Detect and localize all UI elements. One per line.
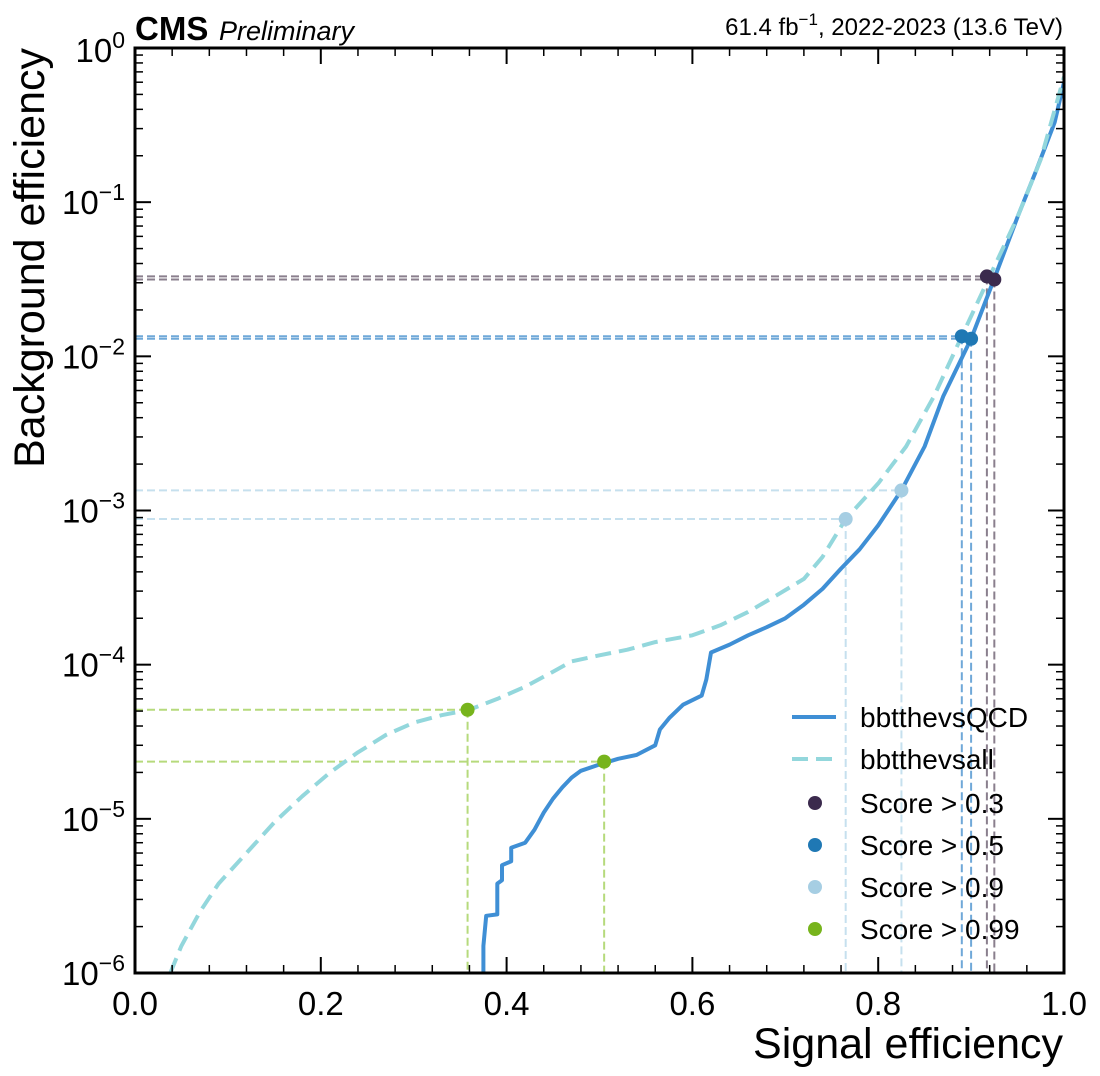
x-tick-label: 0.2 bbox=[298, 985, 344, 1022]
legend-marker bbox=[808, 880, 822, 894]
series-layer bbox=[168, 76, 1064, 973]
legend-label: Score > 0.9 bbox=[860, 872, 1004, 903]
lumi-label: 61.4 fb−1, 2022-2023 (13.6 TeV) bbox=[725, 10, 1063, 41]
y-tick-label-exponent: −4 bbox=[99, 642, 125, 668]
x-tick-label: 0.8 bbox=[855, 985, 901, 1022]
lumi-exponent: −1 bbox=[799, 10, 818, 29]
series-line-bbtthevsQCD bbox=[481, 81, 1064, 973]
y-tick-label-exponent: −1 bbox=[99, 179, 125, 205]
status-label: Preliminary bbox=[219, 16, 356, 46]
x-tick-label: 0.6 bbox=[669, 985, 715, 1022]
y-tick-label-exponent: −2 bbox=[99, 333, 125, 359]
y-tick-label: 10−1 bbox=[62, 179, 125, 221]
y-tick-label: 10−2 bbox=[62, 333, 125, 375]
x-tick-label: 1.0 bbox=[1041, 985, 1087, 1022]
y-tick-label-exponent: −5 bbox=[99, 796, 125, 822]
x-tick-label: 0.0 bbox=[112, 985, 158, 1022]
y-tick-label: 10−5 bbox=[62, 796, 125, 838]
legend-label: Score > 0.3 bbox=[860, 788, 1004, 819]
working-point-marker bbox=[597, 754, 612, 769]
series-line-bbtthevsall bbox=[168, 76, 1064, 973]
axis-tick-labels: 0.0 0.2 0.4 0.6 0.8 1.010−610−510−410−310−210… bbox=[62, 27, 1087, 1022]
y-tick-label-base: 10 bbox=[62, 493, 99, 530]
y-tick-label: 10−6 bbox=[62, 950, 125, 992]
y-tick-label-base: 10 bbox=[62, 647, 99, 684]
working-point-marker bbox=[894, 483, 909, 498]
x-tick-label: 0.4 bbox=[484, 985, 530, 1022]
lumi-value: 61.4 fb bbox=[725, 14, 798, 41]
y-tick-label-base: 10 bbox=[62, 801, 99, 838]
y-tick-label: 100 bbox=[75, 27, 125, 69]
y-tick-label: 10−3 bbox=[62, 488, 125, 530]
y-tick-label-base: 10 bbox=[75, 32, 112, 69]
legend-marker bbox=[808, 922, 822, 936]
legend-label: bbtthevsall bbox=[860, 744, 994, 775]
y-tick-label-base: 10 bbox=[62, 955, 99, 992]
lumi-rest: , 2022-2023 (13.6 TeV) bbox=[818, 14, 1063, 41]
y-tick-label-base: 10 bbox=[62, 184, 99, 221]
plot-frame bbox=[133, 46, 1066, 975]
y-tick-label-exponent: 0 bbox=[112, 27, 125, 53]
y-tick-label-base: 10 bbox=[62, 338, 99, 375]
legend-marker bbox=[808, 796, 822, 810]
working-point-markers bbox=[460, 269, 1002, 769]
working-point-marker bbox=[987, 272, 1002, 287]
working-point-marker bbox=[460, 702, 475, 717]
experiment-label: CMS bbox=[135, 10, 208, 47]
y-tick-label-exponent: −3 bbox=[99, 488, 125, 514]
legend: bbtthevsQCD bbtthevsall Score > 0.3 Score >… bbox=[792, 702, 1028, 945]
legend-label: bbtthevsQCD bbox=[860, 702, 1028, 733]
working-point-lines bbox=[135, 275, 996, 973]
working-point-marker bbox=[838, 512, 853, 527]
y-axis-title: Background efficiency bbox=[6, 48, 54, 468]
x-axis-title: Signal efficiency bbox=[753, 1020, 1063, 1068]
working-point-marker bbox=[964, 331, 979, 346]
y-tick-label: 10−4 bbox=[62, 642, 125, 684]
legend-marker bbox=[808, 838, 822, 852]
legend-label: Score > 0.99 bbox=[860, 914, 1020, 945]
legend-label: Score > 0.5 bbox=[860, 830, 1004, 861]
y-tick-label-exponent: −6 bbox=[99, 950, 125, 976]
